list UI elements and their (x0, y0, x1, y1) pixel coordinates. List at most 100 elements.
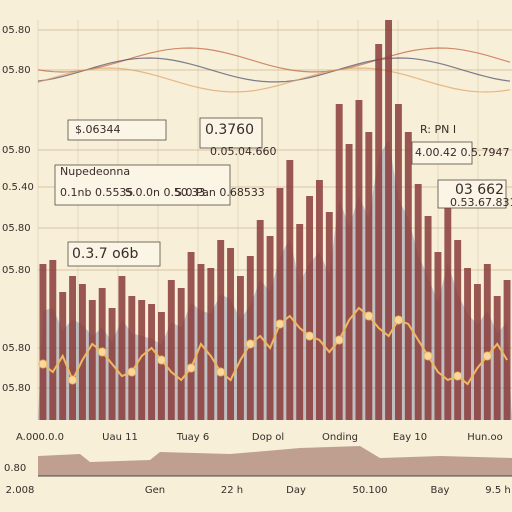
bar (246, 256, 254, 420)
annotation: 03 662 (455, 182, 504, 198)
annotation-box (54, 164, 231, 206)
y-tick-label: 05.80 (2, 145, 31, 156)
bar (296, 224, 304, 420)
bar (217, 240, 225, 420)
bar (286, 160, 294, 420)
bar (187, 252, 195, 420)
annotation: S.0 Pan 0.68533 (175, 186, 265, 199)
x-tick-label: A.000.0.0 (16, 432, 64, 443)
bar (167, 280, 175, 420)
annotation: R: PN I (420, 123, 456, 136)
bottom-label: Day (286, 485, 306, 496)
line-marker (97, 347, 107, 357)
annotation: 0.53.67.831 (450, 196, 512, 209)
annotation: 0.1nb 0.5535 (60, 186, 133, 199)
bottom-label: 2.008 (6, 485, 35, 496)
bar (385, 20, 393, 420)
bottom-axis-label: 0.80 (4, 463, 26, 474)
bar (434, 252, 442, 420)
annotation-box (199, 117, 263, 149)
x-tick-label: Tuay 6 (176, 432, 210, 443)
y-tick-label: 05.80 (2, 265, 31, 276)
y-tick-label: 0.5.40 (2, 182, 34, 193)
line-marker (156, 355, 166, 365)
bar (424, 216, 432, 420)
bottom-label: 22 h (221, 485, 243, 496)
bar (394, 104, 402, 420)
x-tick-label: Eay 10 (393, 432, 427, 443)
bar (39, 264, 47, 420)
area-decor (38, 140, 512, 420)
y-tick-label: 05.80 (2, 343, 31, 354)
line-marker (186, 363, 196, 373)
annotation: $.06344 (75, 123, 121, 136)
annotation-box (437, 179, 507, 209)
line-marker (334, 335, 344, 345)
bar (128, 296, 136, 420)
bar (345, 144, 353, 420)
bar (375, 44, 383, 420)
bar (315, 180, 323, 420)
wave (37, 67, 511, 93)
bar (483, 264, 491, 420)
bar (49, 260, 57, 420)
line-marker (393, 315, 403, 325)
wave (37, 57, 511, 83)
bar (138, 300, 146, 420)
bar (493, 296, 501, 420)
bar (207, 268, 215, 420)
line-marker (275, 319, 285, 329)
bottom-label: Gen (145, 485, 165, 496)
bar (256, 220, 264, 420)
y-tick-label: 05.80 (2, 65, 31, 76)
bar (266, 236, 274, 420)
annotation-box (67, 119, 167, 141)
bar (454, 240, 462, 420)
x-tick-label: Hun.oo (467, 432, 503, 443)
line-marker (38, 359, 48, 369)
bar (503, 280, 511, 420)
bar (276, 188, 284, 420)
bar (473, 284, 481, 420)
bar (157, 312, 165, 420)
x-tick-label: Dop ol (252, 432, 284, 443)
line-marker (453, 371, 463, 381)
annotation: S.0.0n 0.50.33 (125, 186, 205, 199)
bar (365, 132, 373, 420)
line-marker (364, 311, 374, 321)
bar (404, 132, 412, 420)
line-marker (245, 339, 255, 349)
annotation: 4.00.42 0.5.7947 (415, 146, 509, 159)
bar (236, 276, 244, 420)
bar (306, 196, 314, 420)
annotation: Nupedeonna (60, 165, 130, 178)
bar (444, 196, 452, 420)
bar (177, 288, 185, 420)
annotation: 0.05.04.660 (210, 145, 276, 158)
y-tick-label: 05.80 (2, 383, 31, 394)
bar (148, 304, 156, 420)
bar (69, 276, 77, 420)
bar (78, 284, 86, 420)
bottom-label: Bay (431, 485, 450, 496)
bottom-strip (38, 446, 512, 476)
bar (414, 184, 422, 420)
annotation-box (411, 141, 473, 165)
x-tick-label: Uau 11 (102, 432, 138, 443)
bar (197, 264, 205, 420)
annotation: 0.3.7 o6b (72, 246, 139, 262)
bottom-label: 9.5 h (485, 485, 510, 496)
line-marker (423, 351, 433, 361)
bar (464, 268, 472, 420)
line-marker (216, 367, 226, 377)
annotation-box (67, 241, 161, 267)
wave (37, 47, 511, 73)
bottom-label: 50.100 (353, 485, 388, 496)
bar (227, 248, 235, 420)
bar (118, 276, 126, 420)
bar (355, 100, 363, 420)
line-marker (482, 351, 492, 361)
line-marker (68, 375, 78, 385)
bar (335, 104, 343, 420)
